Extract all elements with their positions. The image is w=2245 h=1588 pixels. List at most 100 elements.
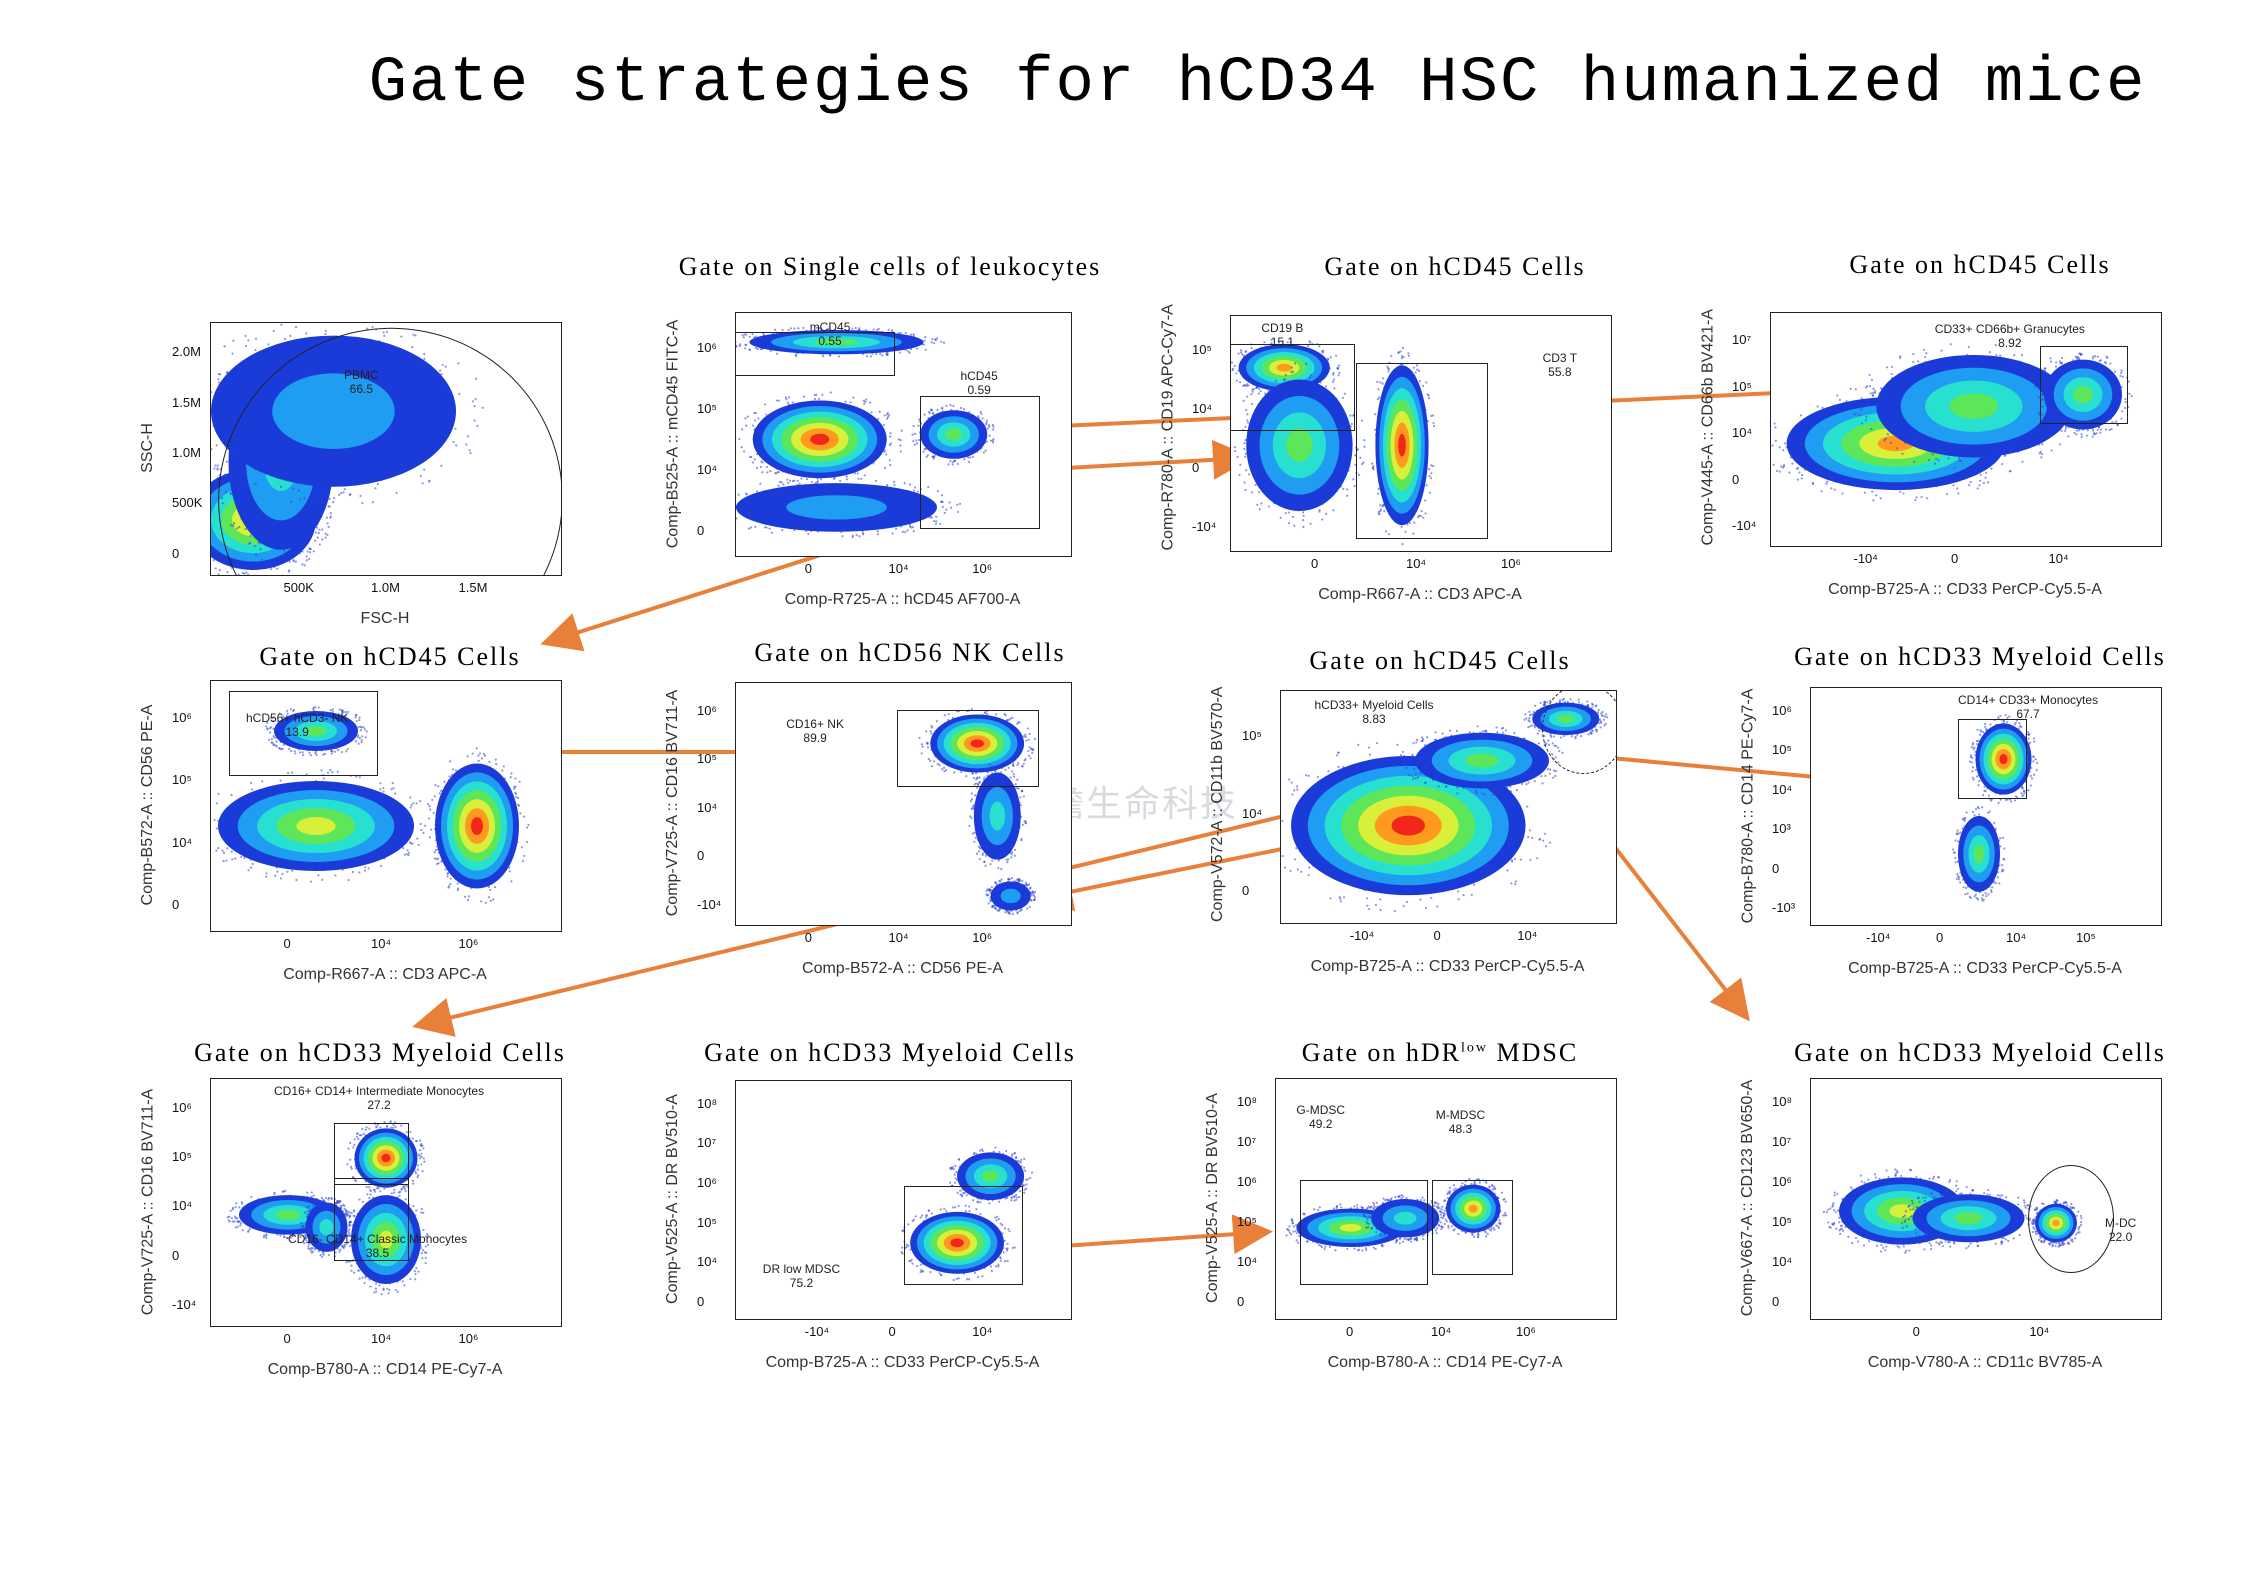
event-dot: [1258, 508, 1261, 511]
event-dot: [1432, 422, 1435, 425]
event-dot: [1424, 512, 1427, 515]
event-dot: [1244, 452, 1248, 456]
event-dot: [292, 558, 295, 562]
event-dot: [744, 343, 747, 346]
event-dot: [940, 494, 944, 497]
event-dot: [815, 393, 818, 396]
gate-region[interactable]: [1231, 344, 1355, 431]
event-dot: [223, 345, 226, 348]
event-dot: [933, 519, 936, 523]
event-dot: [1376, 492, 1380, 495]
event-dot: [443, 780, 446, 783]
event-dot: [456, 882, 459, 885]
event-dot: [1431, 414, 1434, 417]
event-dot: [306, 550, 309, 553]
event-dot: [939, 500, 942, 504]
event-dot: [1333, 387, 1336, 390]
event-dot: [250, 781, 253, 784]
gate-name: CD19 B: [1261, 320, 1304, 335]
event-dot: [244, 334, 247, 338]
gate-region[interactable]: [2040, 345, 2128, 425]
event-dot: [331, 501, 335, 504]
event-dot: [1290, 370, 1293, 373]
event-dot: [911, 433, 914, 436]
x-axis-label: Comp-R725-A :: hCD45 AF700-A: [784, 591, 1021, 608]
event-dot: [326, 533, 329, 537]
event-dot: [933, 342, 936, 345]
event-dot: [279, 877, 283, 880]
event-dot: [2080, 433, 2083, 436]
event-dot: [876, 530, 879, 533]
event-dot: [1293, 362, 1297, 365]
event-dot: [1390, 354, 1393, 358]
x-tick-label: 0: [283, 936, 291, 951]
density-contour: [945, 428, 963, 441]
event-dot: [475, 747, 478, 750]
y-tick-label: 10⁵: [172, 772, 192, 787]
event-dot: [1238, 473, 1241, 477]
event-dot: [949, 460, 952, 463]
event-dot: [923, 413, 926, 416]
event-dot: [918, 438, 921, 442]
event-dot: [288, 569, 291, 572]
event-dot: [1826, 480, 1829, 483]
event-dot: [1246, 413, 1249, 416]
event-dot: [1381, 382, 1384, 385]
event-dot: [217, 381, 221, 384]
gate-region[interactable]: [1356, 363, 1488, 539]
event-dot: [480, 900, 483, 903]
gate-region[interactable]: [736, 332, 896, 376]
event-dot: [1332, 373, 1335, 376]
event-dot: [1413, 521, 1416, 524]
event-dot: [1869, 392, 1872, 395]
event-dot: [759, 482, 762, 485]
event-dot: [258, 542, 261, 545]
event-dot: [841, 535, 844, 538]
event-dot: [522, 815, 526, 818]
event-dot: [839, 479, 842, 483]
event-dot: [1379, 381, 1382, 384]
event-dot: [882, 423, 886, 426]
event-dot: [1933, 462, 1937, 465]
gate-percentage: 66.5: [349, 382, 374, 397]
event-dot: [514, 777, 517, 780]
event-dot: [313, 500, 316, 503]
gate-region[interactable]: [920, 395, 1040, 529]
event-dot: [877, 327, 880, 330]
event-dot: [973, 840, 976, 843]
event-dot: [1287, 511, 1290, 514]
event-dot: [1027, 883, 1031, 886]
event-dot: [471, 752, 474, 755]
event-dot: [1030, 899, 1033, 902]
event-dot: [1239, 381, 1242, 384]
event-dot: [798, 482, 801, 485]
event-dot: [1400, 357, 1404, 360]
event-dot: [494, 758, 497, 761]
event-dot: [984, 854, 987, 857]
event-dot: [1371, 462, 1374, 465]
event-dot: [802, 326, 805, 330]
event-dot: [305, 332, 308, 335]
event-dot: [1825, 482, 1828, 485]
event-dot: [423, 352, 426, 356]
event-dot: [941, 406, 944, 409]
y-axis-label: Comp-B525-A :: mCD45 FITC-A: [664, 319, 681, 548]
event-dot: [1419, 514, 1422, 518]
event-dot: [924, 447, 927, 451]
event-dot: [230, 793, 233, 796]
event-dot: [406, 853, 409, 856]
event-dot: [932, 457, 935, 460]
x-axis-label: Comp-R667-A :: CD3 APC-A: [283, 966, 487, 983]
y-tick-label: 1.5M: [172, 394, 201, 410]
event-dot: [764, 403, 767, 406]
event-dot: [897, 438, 900, 441]
event-dot: [1984, 476, 1987, 479]
event-dot: [224, 490, 227, 493]
event-dot: [218, 568, 221, 572]
event-dot: [245, 470, 248, 473]
event-dot: [317, 874, 320, 877]
event-dot: [473, 419, 476, 422]
event-dot: [1024, 820, 1027, 823]
event-dot: [1788, 471, 1791, 474]
event-dot: [999, 880, 1002, 883]
